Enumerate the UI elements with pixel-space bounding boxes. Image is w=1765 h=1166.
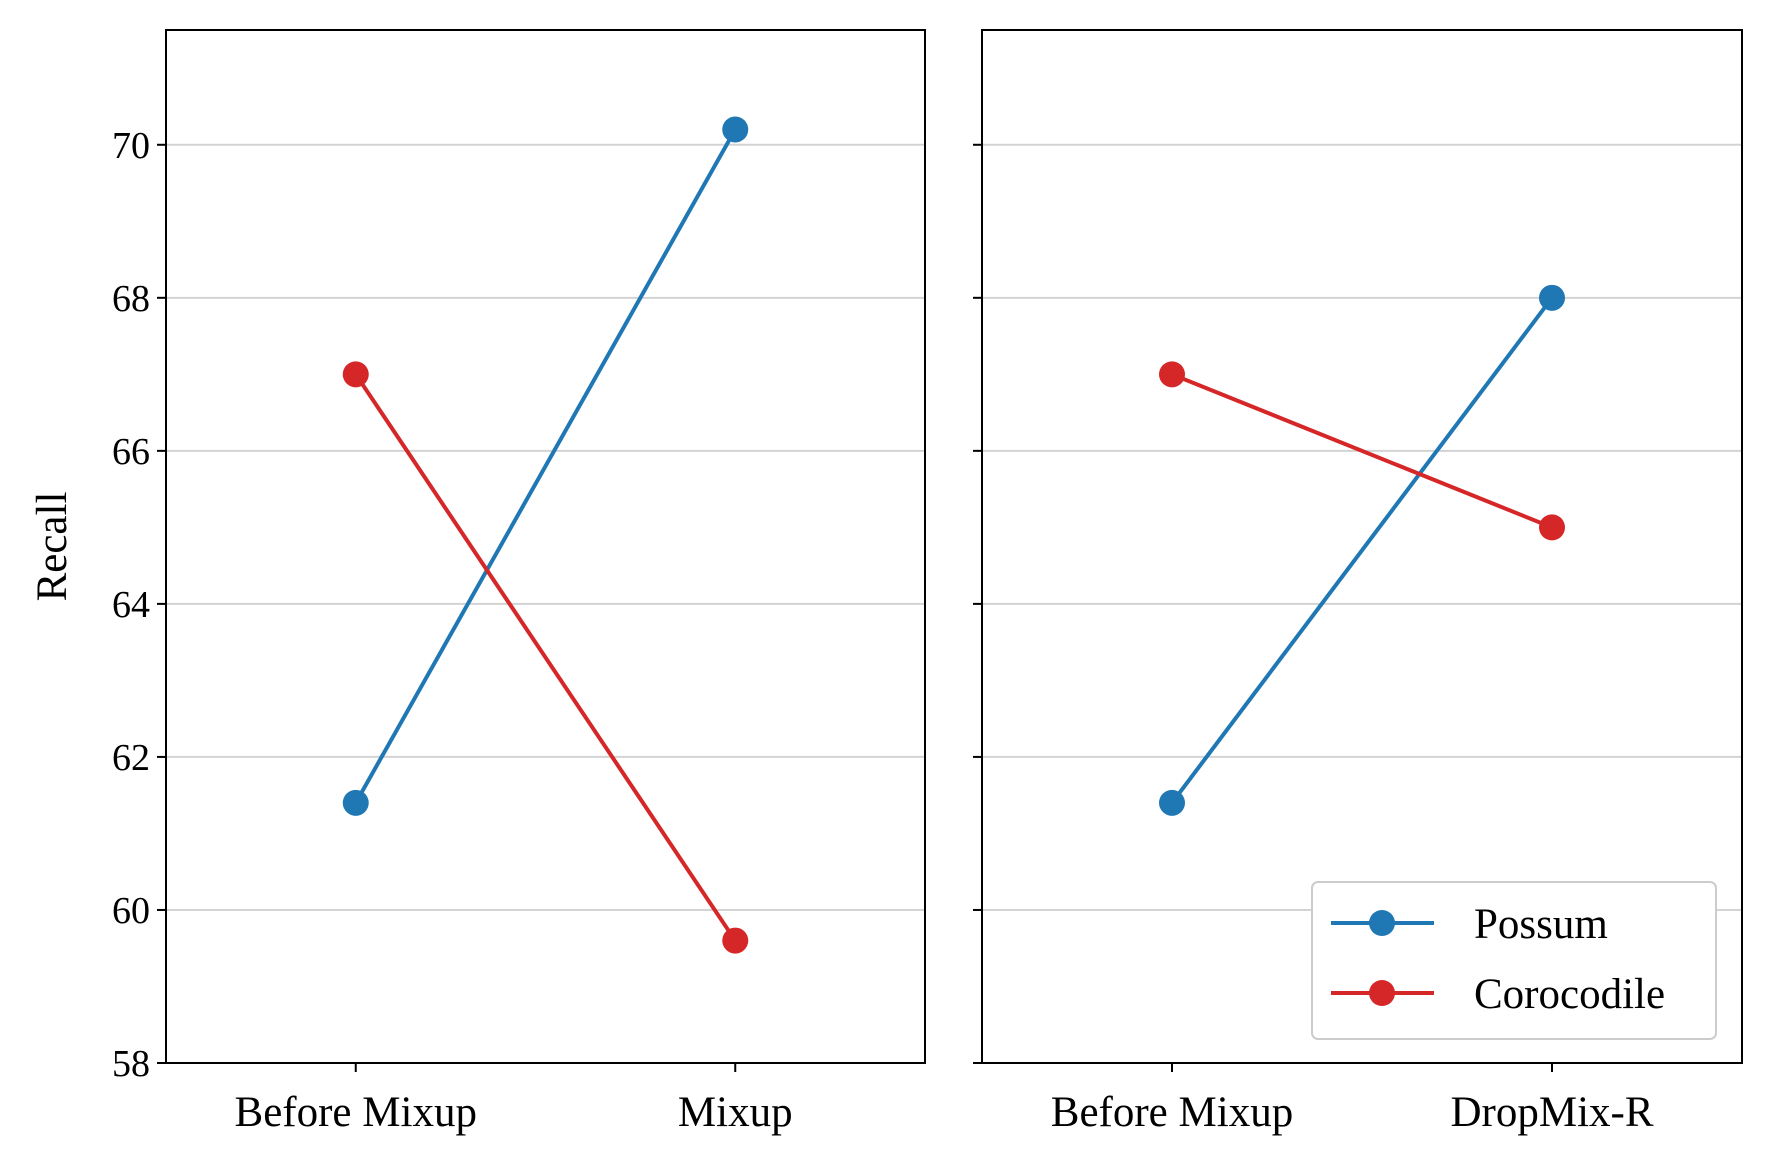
legend-swatch-marker xyxy=(1369,980,1395,1006)
legend-label: Corocodile xyxy=(1474,971,1665,1018)
y-tick-label: 68 xyxy=(112,278,150,320)
series-line-possum xyxy=(354,128,737,804)
data-point-corocodile xyxy=(722,927,749,954)
x-tick-label: Mixup xyxy=(678,1089,793,1136)
axes-frame xyxy=(165,29,926,1064)
y-tick-label: 62 xyxy=(112,737,150,779)
data-point-corocodile xyxy=(1159,361,1185,388)
axes-frame xyxy=(981,29,1743,1064)
data-point-possum xyxy=(722,116,749,143)
y-tick-label: 70 xyxy=(112,125,150,167)
data-point-corocodile xyxy=(342,361,369,388)
legend: Possum Corocodile xyxy=(1311,881,1717,1040)
series-line-possum xyxy=(1170,296,1554,805)
data-point-possum xyxy=(342,789,369,816)
x-tick-label: Before Mixup xyxy=(235,1089,477,1136)
data-point-possum xyxy=(1159,789,1185,816)
y-tick-label: 58 xyxy=(112,1043,150,1085)
y-axis-label: Recall xyxy=(29,492,76,602)
legend-label: Possum xyxy=(1474,901,1608,948)
data-point-corocodile xyxy=(1539,514,1565,541)
y-tick-label: 64 xyxy=(112,584,150,626)
series-line-corocodile xyxy=(354,373,737,942)
series-line-corocodile xyxy=(1171,372,1553,530)
chart-panel-2: Before Mixup DropMix-R Possum Corocodile xyxy=(973,29,1743,1136)
y-tick-label: 66 xyxy=(112,431,150,473)
x-tick-label: Before Mixup xyxy=(1051,1089,1293,1136)
legend-swatch-marker xyxy=(1369,910,1395,936)
data-point-possum xyxy=(1539,284,1565,311)
x-tick-label: DropMix-R xyxy=(1450,1089,1653,1136)
y-tick-label: 60 xyxy=(112,890,150,932)
chart-panel-1: 58 60 62 64 66 68 70 Before Mixup Mixup Recall xyxy=(29,29,926,1136)
